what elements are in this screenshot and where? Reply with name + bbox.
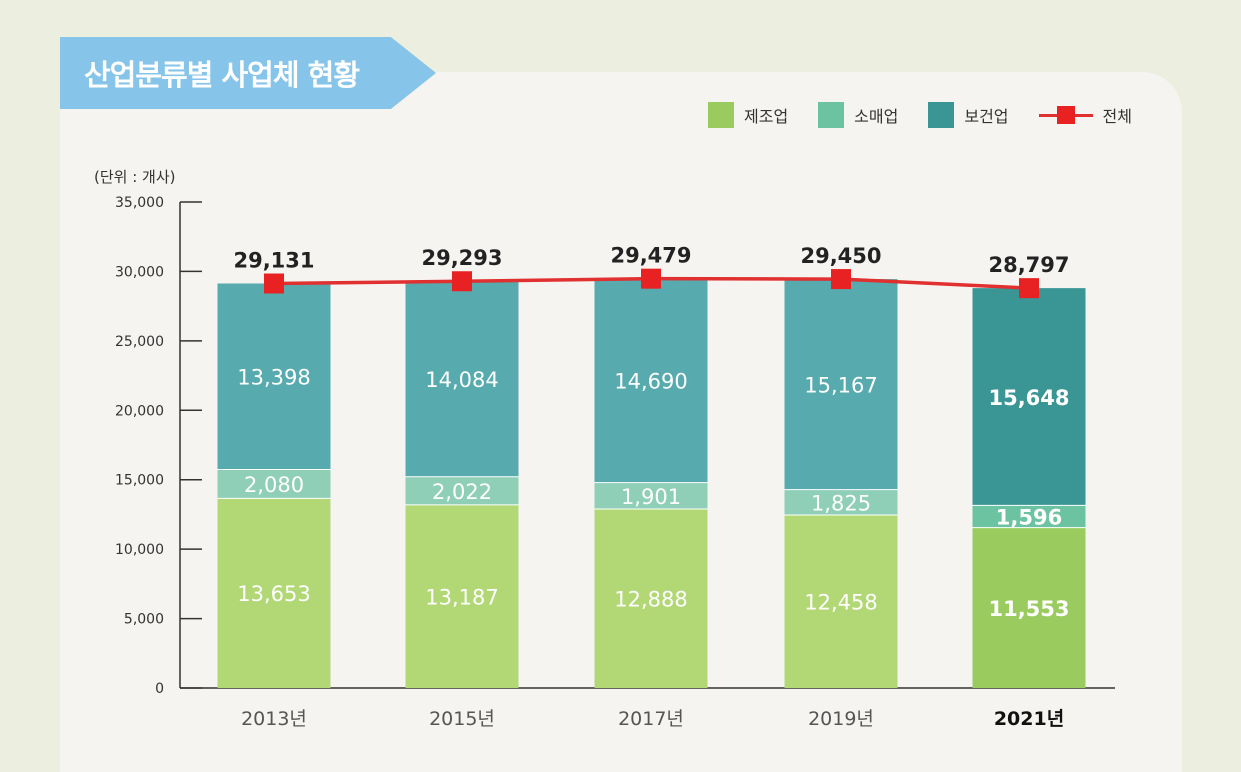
data-label-retail: 1,596: [996, 505, 1062, 529]
total-marker: [1019, 278, 1039, 299]
stacked-bar-chart: 0 5,000 10,000 15,000 20,000 25,000 30,000 35,0…: [115, 195, 1115, 730]
legend-item-total: 전체: [1038, 102, 1132, 128]
bar-segment-retail: [217, 469, 331, 499]
legend-swatch-health: [928, 102, 955, 128]
legend-swatch-manufacturing: [708, 102, 734, 128]
data-label-retail: 1,901: [621, 485, 681, 509]
total-value-label: 29,479: [610, 244, 691, 268]
title-banner: [60, 37, 436, 109]
data-label-health: 14,084: [425, 368, 498, 392]
legend-item-manufacturing: 제조업: [708, 102, 788, 128]
chart-title: 산업분류별 사업체 현황: [84, 58, 360, 92]
total-value-label: 29,131: [233, 248, 314, 272]
data-label-manufacturing: 13,187: [425, 585, 498, 609]
data-label-health: 15,167: [804, 373, 877, 397]
y-tick-label: 5,000: [124, 612, 164, 628]
data-label-health: 15,648: [988, 386, 1069, 410]
data-label-retail: 2,080: [244, 473, 304, 497]
unit-label: (단위 : 개사): [94, 168, 176, 186]
bar-segment-manufacturing: [594, 509, 708, 688]
bar-segment-health: [972, 288, 1086, 506]
x-tick-label: 2015년: [429, 708, 495, 730]
x-tick-label: 2019년: [808, 708, 874, 730]
data-label-retail: 1,825: [811, 491, 871, 515]
data-label-health: 13,398: [237, 366, 310, 390]
y-tick-label: 25,000: [115, 334, 164, 350]
total-marker: [452, 271, 472, 292]
bar-segment-manufacturing: [405, 504, 519, 688]
total-marker: [831, 269, 851, 290]
bar-segment-health: [405, 281, 519, 477]
bar-segment-retail: [972, 505, 1086, 528]
legend-label-manufacturing: 제조업: [744, 107, 789, 126]
y-tick-label: 0: [155, 681, 164, 697]
bar-segment-retail: [784, 489, 898, 516]
data-label-manufacturing: 12,888: [614, 588, 687, 612]
x-tick-label: 2017년: [618, 708, 684, 730]
legend-item-retail: 소매업: [818, 102, 898, 128]
total-value-label: 29,293: [421, 246, 502, 270]
total-value-label: 28,797: [988, 253, 1069, 277]
bar-segment-health: [217, 283, 331, 470]
bar-segment-manufacturing: [784, 515, 898, 688]
legend-label-total: 전체: [1102, 107, 1132, 126]
data-label-manufacturing: 13,653: [237, 582, 310, 606]
legend-item-health: 보건업: [928, 102, 1009, 128]
y-tick-label: 35,000: [115, 195, 164, 211]
bar-segment-health: [784, 279, 898, 490]
data-label-retail: 2,022: [432, 480, 492, 504]
legend: 제조업 소매업 보건업 전체: [708, 102, 1132, 128]
legend-label-health: 보건업: [964, 107, 1009, 126]
legend-line-total-icon: [1038, 102, 1093, 128]
legend-swatch-retail: [818, 102, 845, 128]
bar-segment-manufacturing: [217, 498, 331, 688]
y-tick-label: 30,000: [115, 264, 164, 280]
total-marker: [264, 273, 284, 294]
bar-segment-retail: [594, 482, 708, 510]
x-tick-label: 2021년: [994, 708, 1064, 730]
y-tick-label: 10,000: [115, 542, 164, 558]
data-label-health: 14,690: [614, 370, 687, 394]
total-marker: [641, 268, 661, 289]
data-label-manufacturing: 11,553: [988, 597, 1069, 621]
legend-label-retail: 소매업: [854, 107, 899, 126]
y-tick-label: 20,000: [115, 403, 164, 419]
data-label-manufacturing: 12,458: [804, 591, 877, 615]
bar-segment-health: [594, 278, 708, 483]
bar-segment-retail: [405, 476, 519, 505]
y-tick-label: 15,000: [115, 473, 164, 489]
x-tick-label: 2013년: [241, 708, 307, 730]
total-value-label: 29,450: [800, 244, 881, 268]
bar-segment-manufacturing: [972, 527, 1086, 688]
